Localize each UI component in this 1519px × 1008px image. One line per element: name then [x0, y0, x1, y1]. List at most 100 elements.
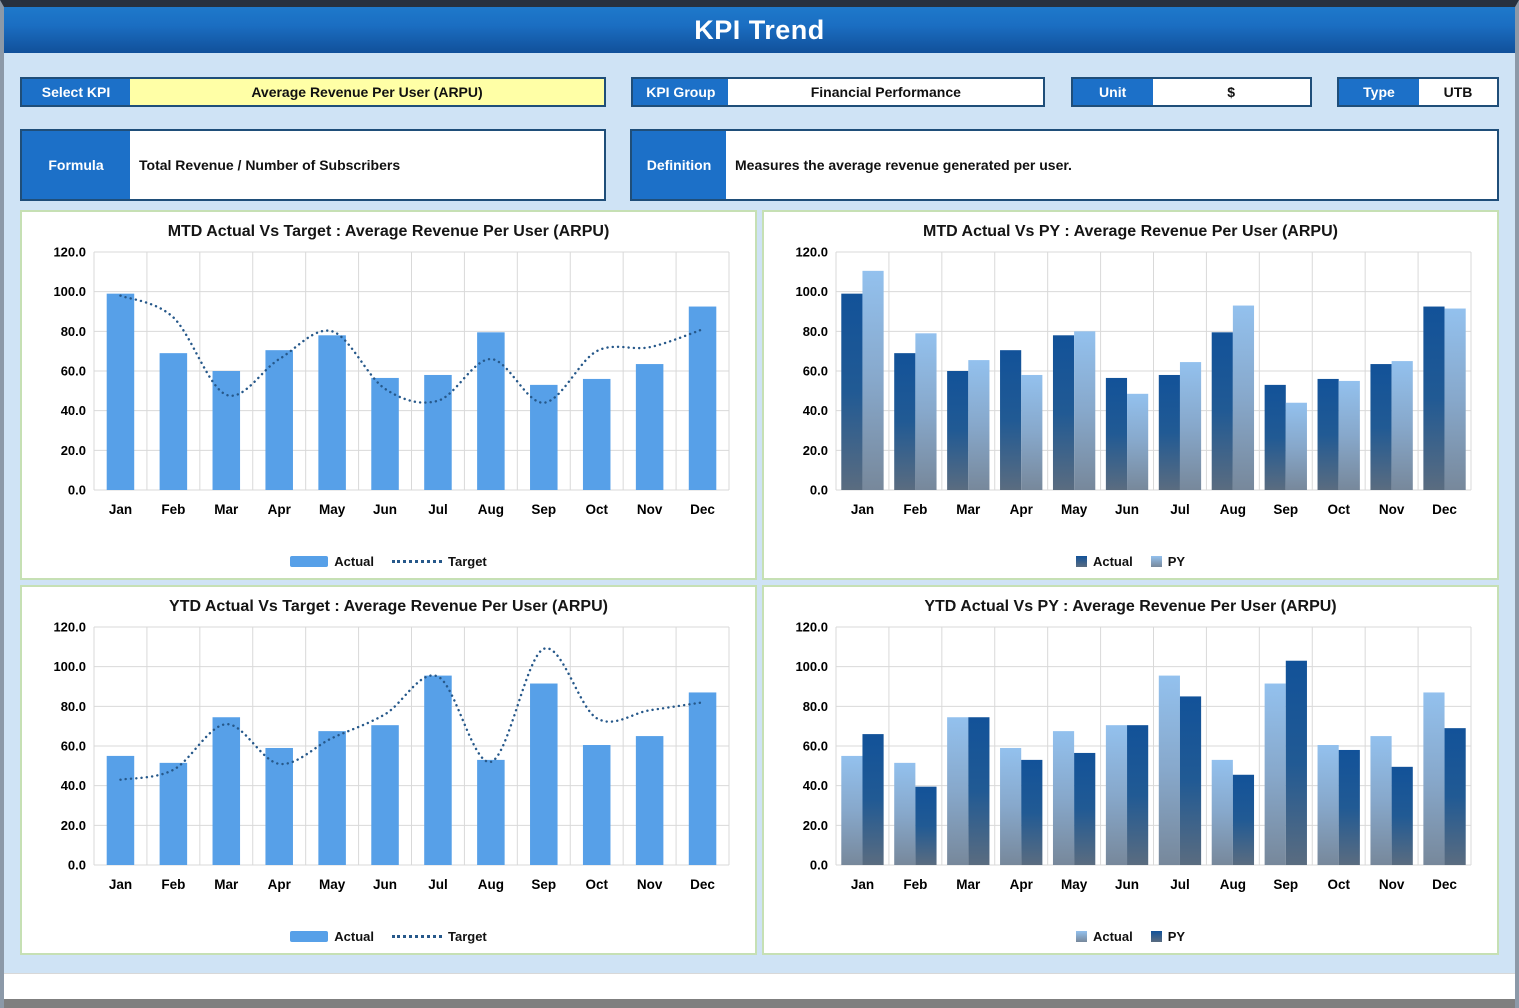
- legend-label: Actual: [1092, 554, 1133, 569]
- y-tick-label: 80.0: [802, 324, 827, 339]
- bar-dec-actual: [688, 692, 716, 865]
- bar-dec-actual: [1422, 306, 1445, 490]
- bar-jan-actual: [840, 755, 862, 865]
- chart-title: MTD Actual Vs PY : Average Revenue Per U…: [923, 223, 1338, 240]
- x-category-label: Apr: [1009, 877, 1033, 892]
- bar-aug-actual: [476, 332, 505, 490]
- window-bottom-edge: [4, 999, 1515, 1008]
- legend-label: Target: [447, 554, 487, 569]
- bar-apr-actual: [264, 747, 293, 865]
- x-category-label: Feb: [903, 877, 927, 892]
- y-tick-label: 40.0: [60, 403, 85, 418]
- bar-jun-actual: [1105, 377, 1127, 490]
- x-category-label: Jul: [1170, 502, 1190, 517]
- bar-feb-actual: [893, 762, 915, 865]
- legend-label: Actual: [334, 554, 374, 569]
- x-category-label: Feb: [161, 877, 185, 892]
- formula-value: Total Revenue / Number of Subscribers: [130, 131, 604, 199]
- formula-group: Formula Total Revenue / Number of Subscr…: [20, 129, 606, 201]
- bar-jul-actual: [1158, 374, 1180, 490]
- y-tick-label: 80.0: [60, 324, 85, 339]
- bar-feb-actual: [893, 353, 915, 490]
- x-category-label: Aug: [477, 877, 503, 892]
- bar-jun-actual: [370, 725, 399, 865]
- kpi-group-group: KPI Group Financial Performance: [631, 77, 1046, 107]
- bar-may-actual: [1052, 731, 1074, 865]
- bar-apr-py: [1020, 759, 1042, 865]
- chart-panel-mtd-py: MTD Actual Vs PY : Average Revenue Per U…: [762, 210, 1499, 580]
- bar-apr-actual: [264, 350, 293, 490]
- kpi-group-label: KPI Group: [633, 79, 729, 105]
- legend-item-target: Target: [391, 929, 487, 944]
- y-tick-label: 120.0: [795, 245, 828, 260]
- x-category-label: Apr: [1009, 502, 1033, 517]
- bar-jul-actual: [423, 374, 452, 490]
- bar-apr-actual: [999, 350, 1021, 490]
- bar-mar-actual: [946, 371, 968, 490]
- legend-bar-swatch: [290, 931, 329, 942]
- x-category-label: Oct: [585, 877, 608, 892]
- x-category-label: Feb: [903, 502, 927, 517]
- type-group: Type UTB: [1336, 77, 1499, 107]
- x-category-label: Jul: [428, 877, 448, 892]
- bar-feb-py: [914, 333, 937, 490]
- chart-legend: Actual PY: [764, 929, 1497, 944]
- bar-may-actual: [1052, 335, 1074, 490]
- unit-group: Unit $: [1070, 77, 1312, 107]
- bar-may-py: [1073, 752, 1095, 865]
- chart-legend: Actual Target: [22, 929, 755, 944]
- bar-jul-actual: [1158, 675, 1180, 865]
- dashboard-header: KPI Trend: [4, 7, 1515, 53]
- x-category-label: Jan: [850, 502, 873, 517]
- legend-item-target: Target: [391, 554, 487, 569]
- x-category-label: Jan: [108, 877, 131, 892]
- y-tick-label: 40.0: [60, 778, 85, 793]
- bar-mar-actual: [212, 371, 240, 490]
- y-tick-label: 100.0: [53, 284, 86, 299]
- bar-sep-py: [1285, 660, 1307, 865]
- chart-canvas: 0.0 20.0 40.0 60.0 80.0 100.0 120.0 Jan Feb Mar Ap…: [22, 620, 755, 918]
- x-category-label: Nov: [1378, 502, 1404, 517]
- x-category-label: Apr: [267, 502, 291, 517]
- x-category-label: Aug: [1219, 877, 1245, 892]
- x-category-label: Dec: [1432, 877, 1457, 892]
- bar-may-py: [1073, 331, 1095, 490]
- y-tick-label: 0.0: [809, 858, 827, 873]
- bar-jun-actual: [1105, 725, 1127, 865]
- x-category-label: Sep: [1273, 502, 1298, 517]
- y-tick-label: 80.0: [60, 699, 85, 714]
- chart-canvas: 0.0 20.0 40.0 60.0 80.0 100.0 120.0 Jan Feb Mar Ap…: [764, 620, 1497, 918]
- x-category-label: Feb: [161, 502, 185, 517]
- legend-item-actual: Actual: [1075, 554, 1133, 569]
- bar-aug-actual: [476, 759, 505, 865]
- bar-apr-actual: [999, 747, 1021, 865]
- y-tick-label: 40.0: [802, 778, 827, 793]
- bar-jan-py: [861, 270, 884, 490]
- bar-mar-py: [967, 717, 989, 865]
- legend-dotted-line-swatch: [391, 935, 442, 938]
- x-category-label: May: [318, 502, 345, 517]
- x-category-label: Jun: [373, 502, 397, 517]
- y-tick-label: 40.0: [802, 403, 827, 418]
- kpi-group-value: Financial Performance: [728, 79, 1044, 105]
- x-category-label: Nov: [636, 877, 662, 892]
- chart-panel-ytd-target: YTD Actual Vs Target : Average Revenue P…: [20, 585, 757, 955]
- bar-sep-py: [1285, 402, 1307, 490]
- bar-nov-actual: [635, 736, 663, 865]
- formula-label: Formula: [22, 131, 130, 199]
- legend-item-actual: Actual: [290, 929, 374, 944]
- chart-legend: Actual Target: [22, 554, 755, 569]
- x-category-label: Dec: [690, 877, 715, 892]
- select-kpi-dropdown[interactable]: Average Revenue Per User (ARPU): [130, 79, 604, 105]
- x-category-label: Dec: [690, 502, 715, 517]
- x-category-label: Jul: [428, 502, 448, 517]
- charts-grid: MTD Actual Vs Target : Average Revenue P…: [20, 210, 1499, 955]
- bar-sep-actual: [1264, 683, 1286, 865]
- legend-item-actual: Actual: [290, 554, 374, 569]
- y-tick-label: 60.0: [802, 739, 827, 754]
- legend-label: PY: [1167, 554, 1186, 569]
- x-category-label: Jan: [850, 877, 873, 892]
- chart-title: YTD Actual Vs PY : Average Revenue Per U…: [924, 598, 1337, 615]
- y-tick-label: 0.0: [67, 483, 85, 498]
